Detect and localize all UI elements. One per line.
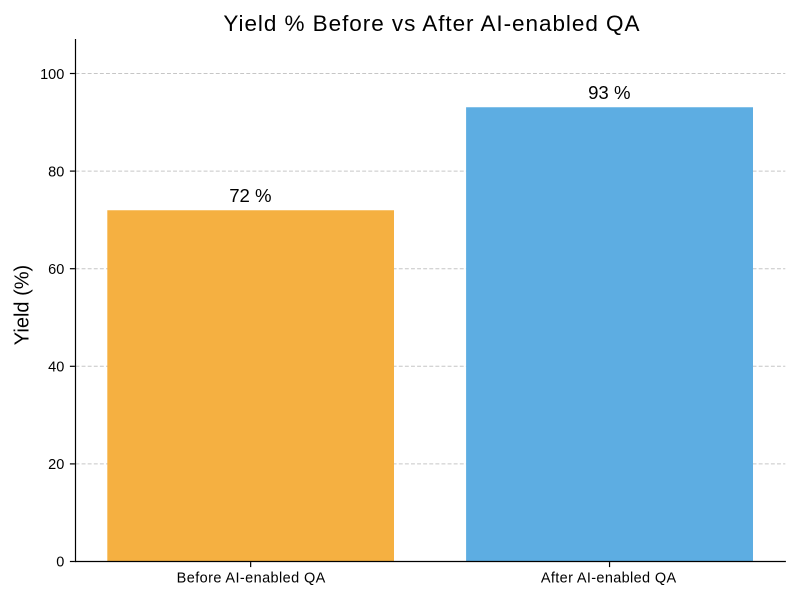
svg-text:40: 40 bbox=[48, 360, 64, 376]
svg-text:60: 60 bbox=[48, 262, 64, 278]
svg-text:0: 0 bbox=[56, 555, 64, 571]
svg-text:80: 80 bbox=[48, 164, 64, 180]
svg-text:Yield % Before vs After AI-ena: Yield % Before vs After AI-enabled QA bbox=[223, 11, 640, 36]
svg-text:Before AI-enabled QA: Before AI-enabled QA bbox=[177, 571, 326, 587]
svg-text:72 %: 72 % bbox=[229, 185, 271, 206]
svg-text:After AI-enabled QA: After AI-enabled QA bbox=[541, 571, 677, 587]
svg-text:20: 20 bbox=[48, 457, 64, 473]
svg-text:100: 100 bbox=[40, 67, 64, 83]
svg-text:Yield (%): Yield (%) bbox=[12, 265, 34, 345]
svg-text:93 %: 93 % bbox=[588, 82, 630, 103]
